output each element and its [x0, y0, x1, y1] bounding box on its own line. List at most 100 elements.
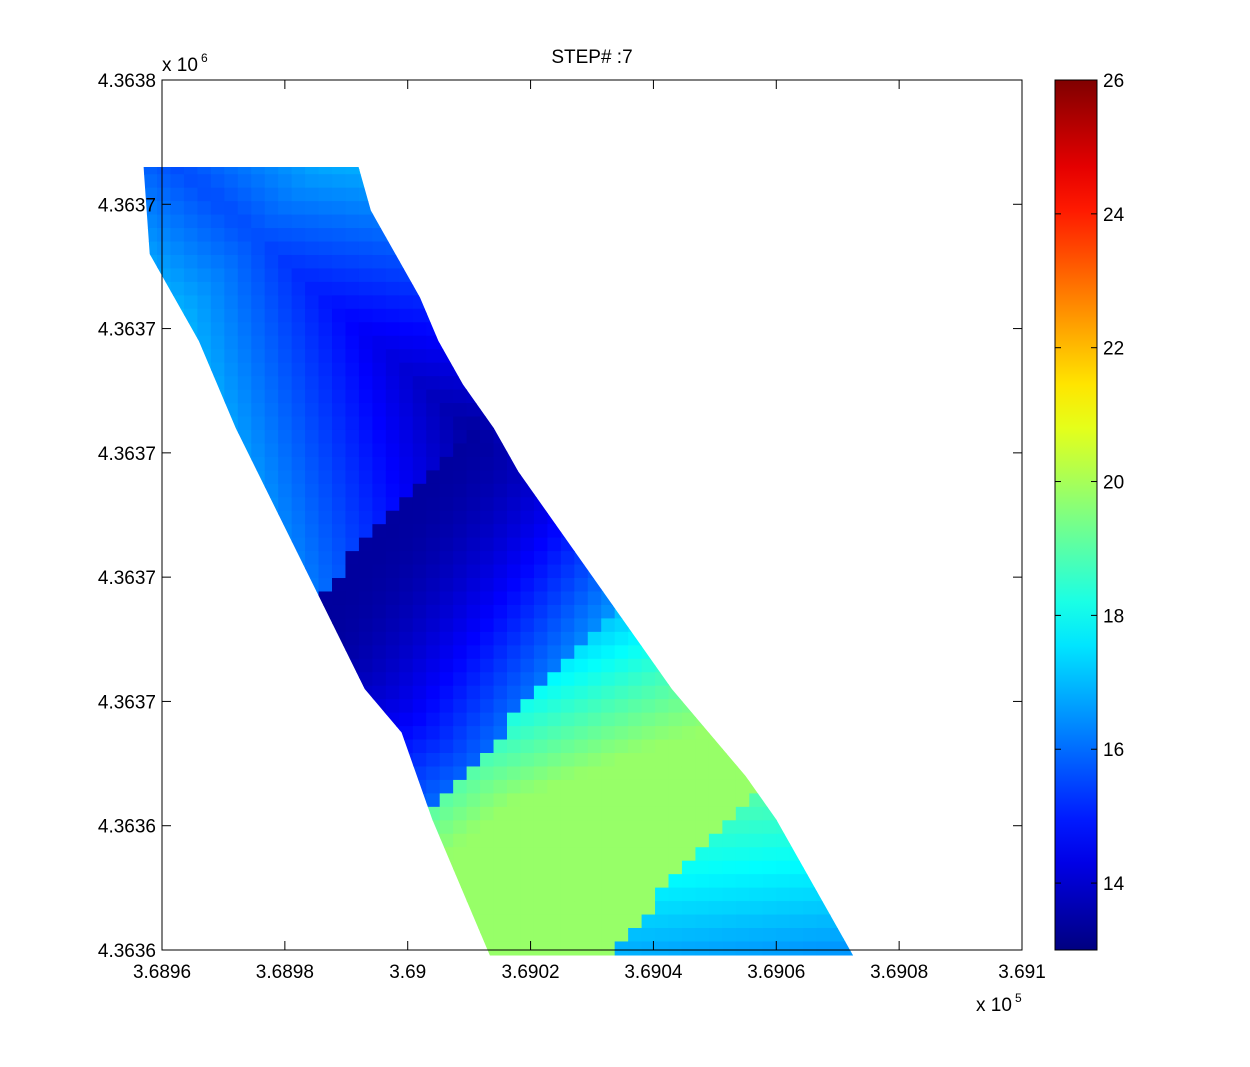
heatmap-cell — [493, 524, 508, 539]
heatmap-cell — [655, 833, 670, 848]
heatmap-cell — [668, 726, 683, 741]
heatmap-cell — [574, 645, 589, 660]
heatmap-cell — [358, 376, 373, 391]
heatmap-cell — [614, 712, 629, 727]
heatmap-cell — [520, 779, 535, 794]
heatmap-cell — [399, 376, 414, 391]
heatmap-cell — [735, 874, 750, 889]
heatmap-cell — [345, 497, 360, 512]
heatmap-cell — [251, 295, 266, 310]
heatmap-cell — [601, 604, 616, 619]
heatmap-cell — [224, 174, 239, 189]
x-exponent-label: x 10 5 — [976, 991, 1022, 1016]
heatmap-cell — [372, 483, 387, 498]
heatmap-cell — [264, 470, 279, 485]
heatmap-cell — [547, 726, 562, 741]
heatmap-cell — [345, 254, 360, 270]
heatmap-cell — [278, 187, 293, 202]
heatmap-cell — [520, 510, 535, 525]
heatmap-cell — [237, 389, 252, 404]
heatmap-cell — [520, 685, 535, 700]
heatmap-cell — [560, 874, 575, 889]
heatmap-cell — [560, 793, 575, 808]
heatmap-cell — [399, 416, 414, 431]
heatmap-cell — [735, 779, 750, 794]
heatmap-cell — [345, 174, 360, 189]
heatmap-cell — [426, 591, 441, 606]
heatmap-cell — [385, 470, 400, 485]
heatmap-cell — [533, 753, 548, 768]
heatmap-cell — [278, 429, 293, 445]
heatmap-cell — [358, 470, 373, 485]
heatmap-cell — [197, 254, 212, 270]
heatmap-cell — [695, 887, 710, 902]
heatmap-cell — [601, 874, 616, 889]
heatmap-cell — [210, 174, 225, 189]
heatmap-cell — [237, 228, 252, 243]
heatmap-cell — [197, 228, 212, 243]
heatmap-cell — [681, 793, 697, 808]
heatmap-cell — [480, 456, 495, 471]
y-exponent-label: x 10 6 — [162, 51, 208, 76]
heatmap-cell — [385, 349, 400, 364]
heatmap-cell — [237, 362, 252, 377]
heatmap-cell — [318, 254, 333, 270]
heatmap-cell — [210, 187, 225, 202]
heatmap-cell — [614, 779, 629, 794]
heatmap-cell — [183, 241, 199, 256]
heatmap-cell — [466, 753, 481, 768]
heatmap-cell — [655, 820, 670, 835]
heatmap-cell — [681, 753, 697, 768]
heatmap-cell — [264, 349, 279, 364]
heatmap-cell — [641, 672, 656, 687]
heatmap-cell — [332, 604, 347, 619]
heatmap-cell — [547, 860, 562, 875]
heatmap-cell — [251, 335, 266, 350]
heatmap-cell — [547, 551, 562, 566]
heatmap-cell — [345, 335, 360, 350]
heatmap-cell — [547, 739, 562, 754]
heatmap-cell — [466, 874, 481, 889]
heatmap-cell — [224, 376, 239, 391]
heatmap-cell — [749, 820, 764, 835]
heatmap-cell — [372, 281, 387, 296]
heatmap-cell — [493, 456, 508, 471]
heatmap-cell — [816, 941, 831, 956]
heatmap-cell — [453, 847, 468, 862]
heatmap-cell — [466, 833, 481, 848]
heatmap-cell — [628, 820, 643, 835]
heatmap-cell — [695, 847, 710, 862]
heatmap-cell — [655, 901, 670, 916]
heatmap-cell — [480, 820, 495, 835]
heatmap-cell — [318, 470, 333, 485]
heatmap-cell — [251, 322, 266, 337]
heatmap-cell — [655, 685, 670, 700]
heatmap-cell — [614, 726, 629, 741]
heatmap-cell — [749, 901, 764, 916]
heatmap-cell — [412, 564, 427, 579]
heatmap-cell — [453, 820, 468, 835]
heatmap-cell — [372, 645, 387, 660]
heatmap-cell — [722, 860, 737, 875]
heatmap-cell — [466, 685, 481, 700]
heatmap-cell — [695, 766, 710, 781]
heatmap-cell — [480, 443, 495, 458]
heatmap-cell — [372, 416, 387, 431]
heatmap-cell — [533, 510, 548, 525]
heatmap-cell — [735, 793, 750, 808]
heatmap-cell — [399, 712, 414, 727]
heatmap-cell — [506, 874, 522, 889]
heatmap-cell — [385, 645, 400, 660]
heatmap-cell — [641, 739, 656, 754]
heatmap-cell — [520, 914, 535, 929]
y-exponent-base: x 10 — [162, 55, 198, 76]
heatmap-cell — [439, 497, 454, 512]
heatmap-cell — [345, 591, 360, 606]
heatmap-cell — [237, 268, 252, 283]
heatmap-cell — [332, 564, 347, 579]
heatmap-cell — [601, 753, 616, 768]
heatmap-cell — [412, 604, 427, 619]
heatmap-cell — [453, 456, 468, 471]
heatmap-cell — [520, 524, 535, 539]
heatmap-cell — [506, 699, 522, 714]
